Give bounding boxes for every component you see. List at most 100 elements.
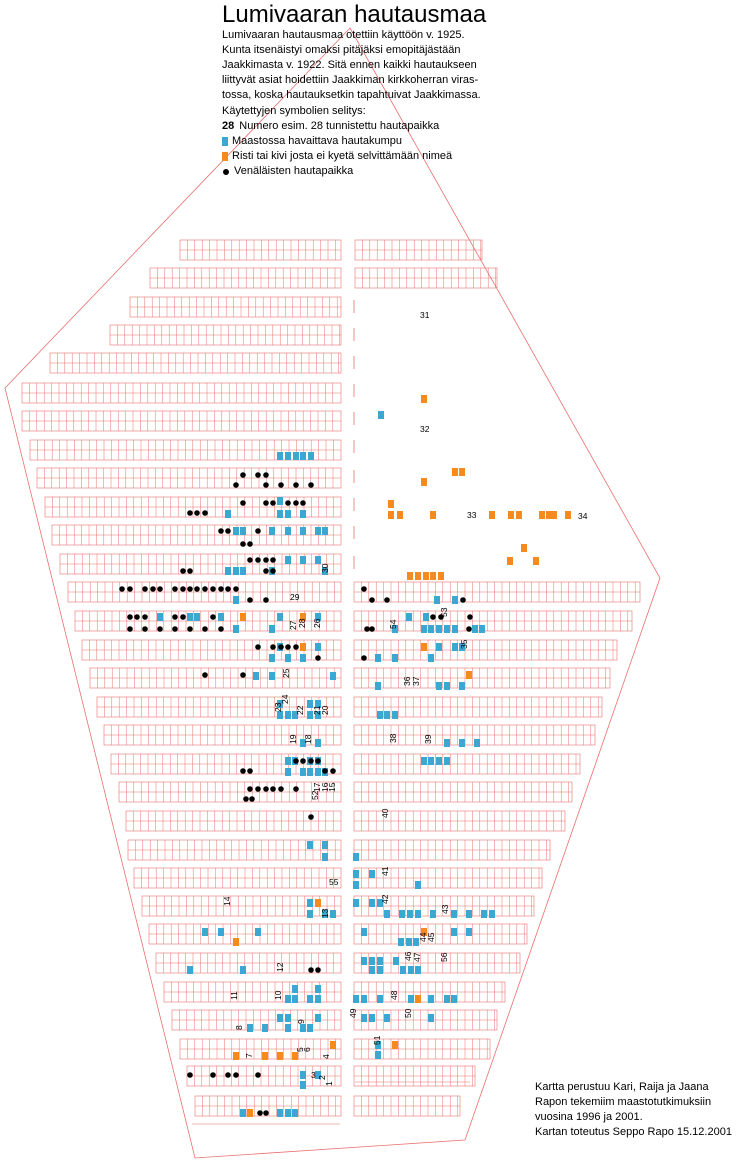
grave-block <box>49 352 342 374</box>
russian-grave-dot <box>308 482 314 488</box>
russian-grave-dot <box>300 758 306 764</box>
grave-mound-marker <box>444 739 450 747</box>
russian-grave-dot <box>361 655 367 661</box>
grave-mound-marker <box>315 711 321 719</box>
russian-grave-dot <box>172 586 178 592</box>
grave-mound-marker <box>369 899 375 907</box>
legend-russian-entry: Venäläisten hautapaikka <box>222 164 452 179</box>
grave-cross-marker <box>546 511 552 519</box>
grave-number-label: 25 <box>281 668 291 678</box>
grave-mound-marker <box>369 966 375 974</box>
grave-mound-marker <box>292 995 298 1003</box>
grave-number-label: 33 <box>467 510 477 520</box>
russian-grave-dot <box>257 1110 263 1116</box>
grave-number-label: 53 <box>439 607 449 617</box>
credit-line: Rapon tekemiim maastotutkimuksiin <box>535 1096 712 1108</box>
grave-mound-marker <box>233 567 239 575</box>
russian-grave-dot <box>255 1072 261 1078</box>
russian-grave-dot <box>202 672 208 678</box>
grave-number-label: 12 <box>275 962 285 972</box>
grave-mound-marker <box>307 1024 313 1032</box>
grave-mound-marker <box>353 870 359 878</box>
grave-mound-marker <box>330 672 336 680</box>
grave-mound-marker <box>392 711 398 719</box>
grave-block <box>118 781 342 803</box>
russian-grave-dot <box>187 568 193 574</box>
grave-number-label: 39 <box>423 734 433 744</box>
grave-mound-marker <box>285 711 291 719</box>
grave-number-label: 34 <box>578 511 588 521</box>
grave-cross-marker <box>466 671 472 679</box>
grave-cross-marker <box>407 572 413 580</box>
grave-cross-marker <box>247 1109 253 1117</box>
russian-grave-dot <box>233 482 239 488</box>
grave-block <box>155 952 342 974</box>
russian-grave-dot <box>243 796 249 802</box>
russian-grave-dot <box>247 557 253 563</box>
legend-mound-entry: Maastossa havaittava hautakumpu <box>222 134 452 149</box>
grave-mound-marker <box>436 682 442 690</box>
grave-block <box>51 524 342 546</box>
russian-grave-dot <box>187 626 193 632</box>
russian-grave-dot <box>210 1072 216 1078</box>
grave-mound-marker <box>415 910 421 918</box>
grave-cross-marker <box>508 511 514 519</box>
grave-mound-marker <box>292 985 298 993</box>
grave-plot-lines <box>361 896 532 916</box>
russian-grave-dot <box>218 528 224 534</box>
grave-mound-marker <box>430 910 436 918</box>
russian-grave-dot <box>278 786 284 792</box>
grave-mound-marker <box>361 928 367 936</box>
grave-cross-marker <box>392 1041 398 1049</box>
grave-number-label: 11 <box>229 991 239 1000</box>
grave-mound-marker <box>315 700 321 708</box>
russian-grave-dot <box>127 614 133 620</box>
grave-mound-marker <box>452 596 458 604</box>
grave-mound-marker <box>421 625 427 633</box>
grave-mound-marker <box>315 1071 321 1079</box>
grave-cross-marker <box>397 511 403 519</box>
grave-mound-marker <box>225 567 231 575</box>
grave-number-label: 1 <box>324 1081 334 1086</box>
russian-grave-dot <box>255 786 261 792</box>
russian-grave-dot <box>247 597 253 603</box>
russian-grave-dot <box>263 482 269 488</box>
grave-mound-marker <box>247 1024 253 1032</box>
grave-mound-marker <box>308 452 314 460</box>
grave-block <box>110 753 342 775</box>
russian-grave-dot <box>369 597 375 603</box>
russian-grave-dot <box>322 768 328 774</box>
grave-mound-marker <box>451 910 457 918</box>
russian-grave-dot <box>240 768 246 774</box>
grave-number-label: 8 <box>234 1025 244 1030</box>
russian-grave-dot-icon <box>223 168 229 175</box>
grave-block <box>109 324 342 346</box>
russian-grave-dot <box>293 500 299 506</box>
grave-mound-marker <box>384 1014 390 1022</box>
grave-cross-marker <box>233 938 239 946</box>
cemetery-boundary <box>4 27 661 1159</box>
grave-mound-marker <box>240 966 246 974</box>
grave-block <box>21 410 342 432</box>
grave-block <box>353 667 611 689</box>
grave-number-label: 15 <box>327 782 337 792</box>
grave-mound-marker <box>253 672 259 680</box>
grave-number-label: 56 <box>439 952 449 962</box>
grave-cross-marker <box>452 468 458 476</box>
grave-mound-marker <box>378 411 384 419</box>
russian-grave-dot <box>263 1110 269 1116</box>
grave-plot-lines <box>361 1096 458 1116</box>
grave-number-label: 16 <box>320 782 330 792</box>
grave-number-label: 44 <box>418 932 428 942</box>
grave-cross-marker <box>388 511 394 519</box>
grave-plot-lines <box>361 640 614 660</box>
grave-cross-marker <box>415 572 421 580</box>
grave-mound-marker <box>474 739 480 747</box>
grave-mound-marker <box>307 841 313 849</box>
intro-line: liittyvät asiat hoidettiin Jaakkiman kir… <box>222 74 479 86</box>
grave-mound-marker <box>459 682 465 690</box>
grave-mound-marker <box>300 452 306 460</box>
grave-mound-marker <box>292 711 298 719</box>
grave-mound-marker <box>285 995 291 1003</box>
grave-cross-marker <box>533 557 539 565</box>
